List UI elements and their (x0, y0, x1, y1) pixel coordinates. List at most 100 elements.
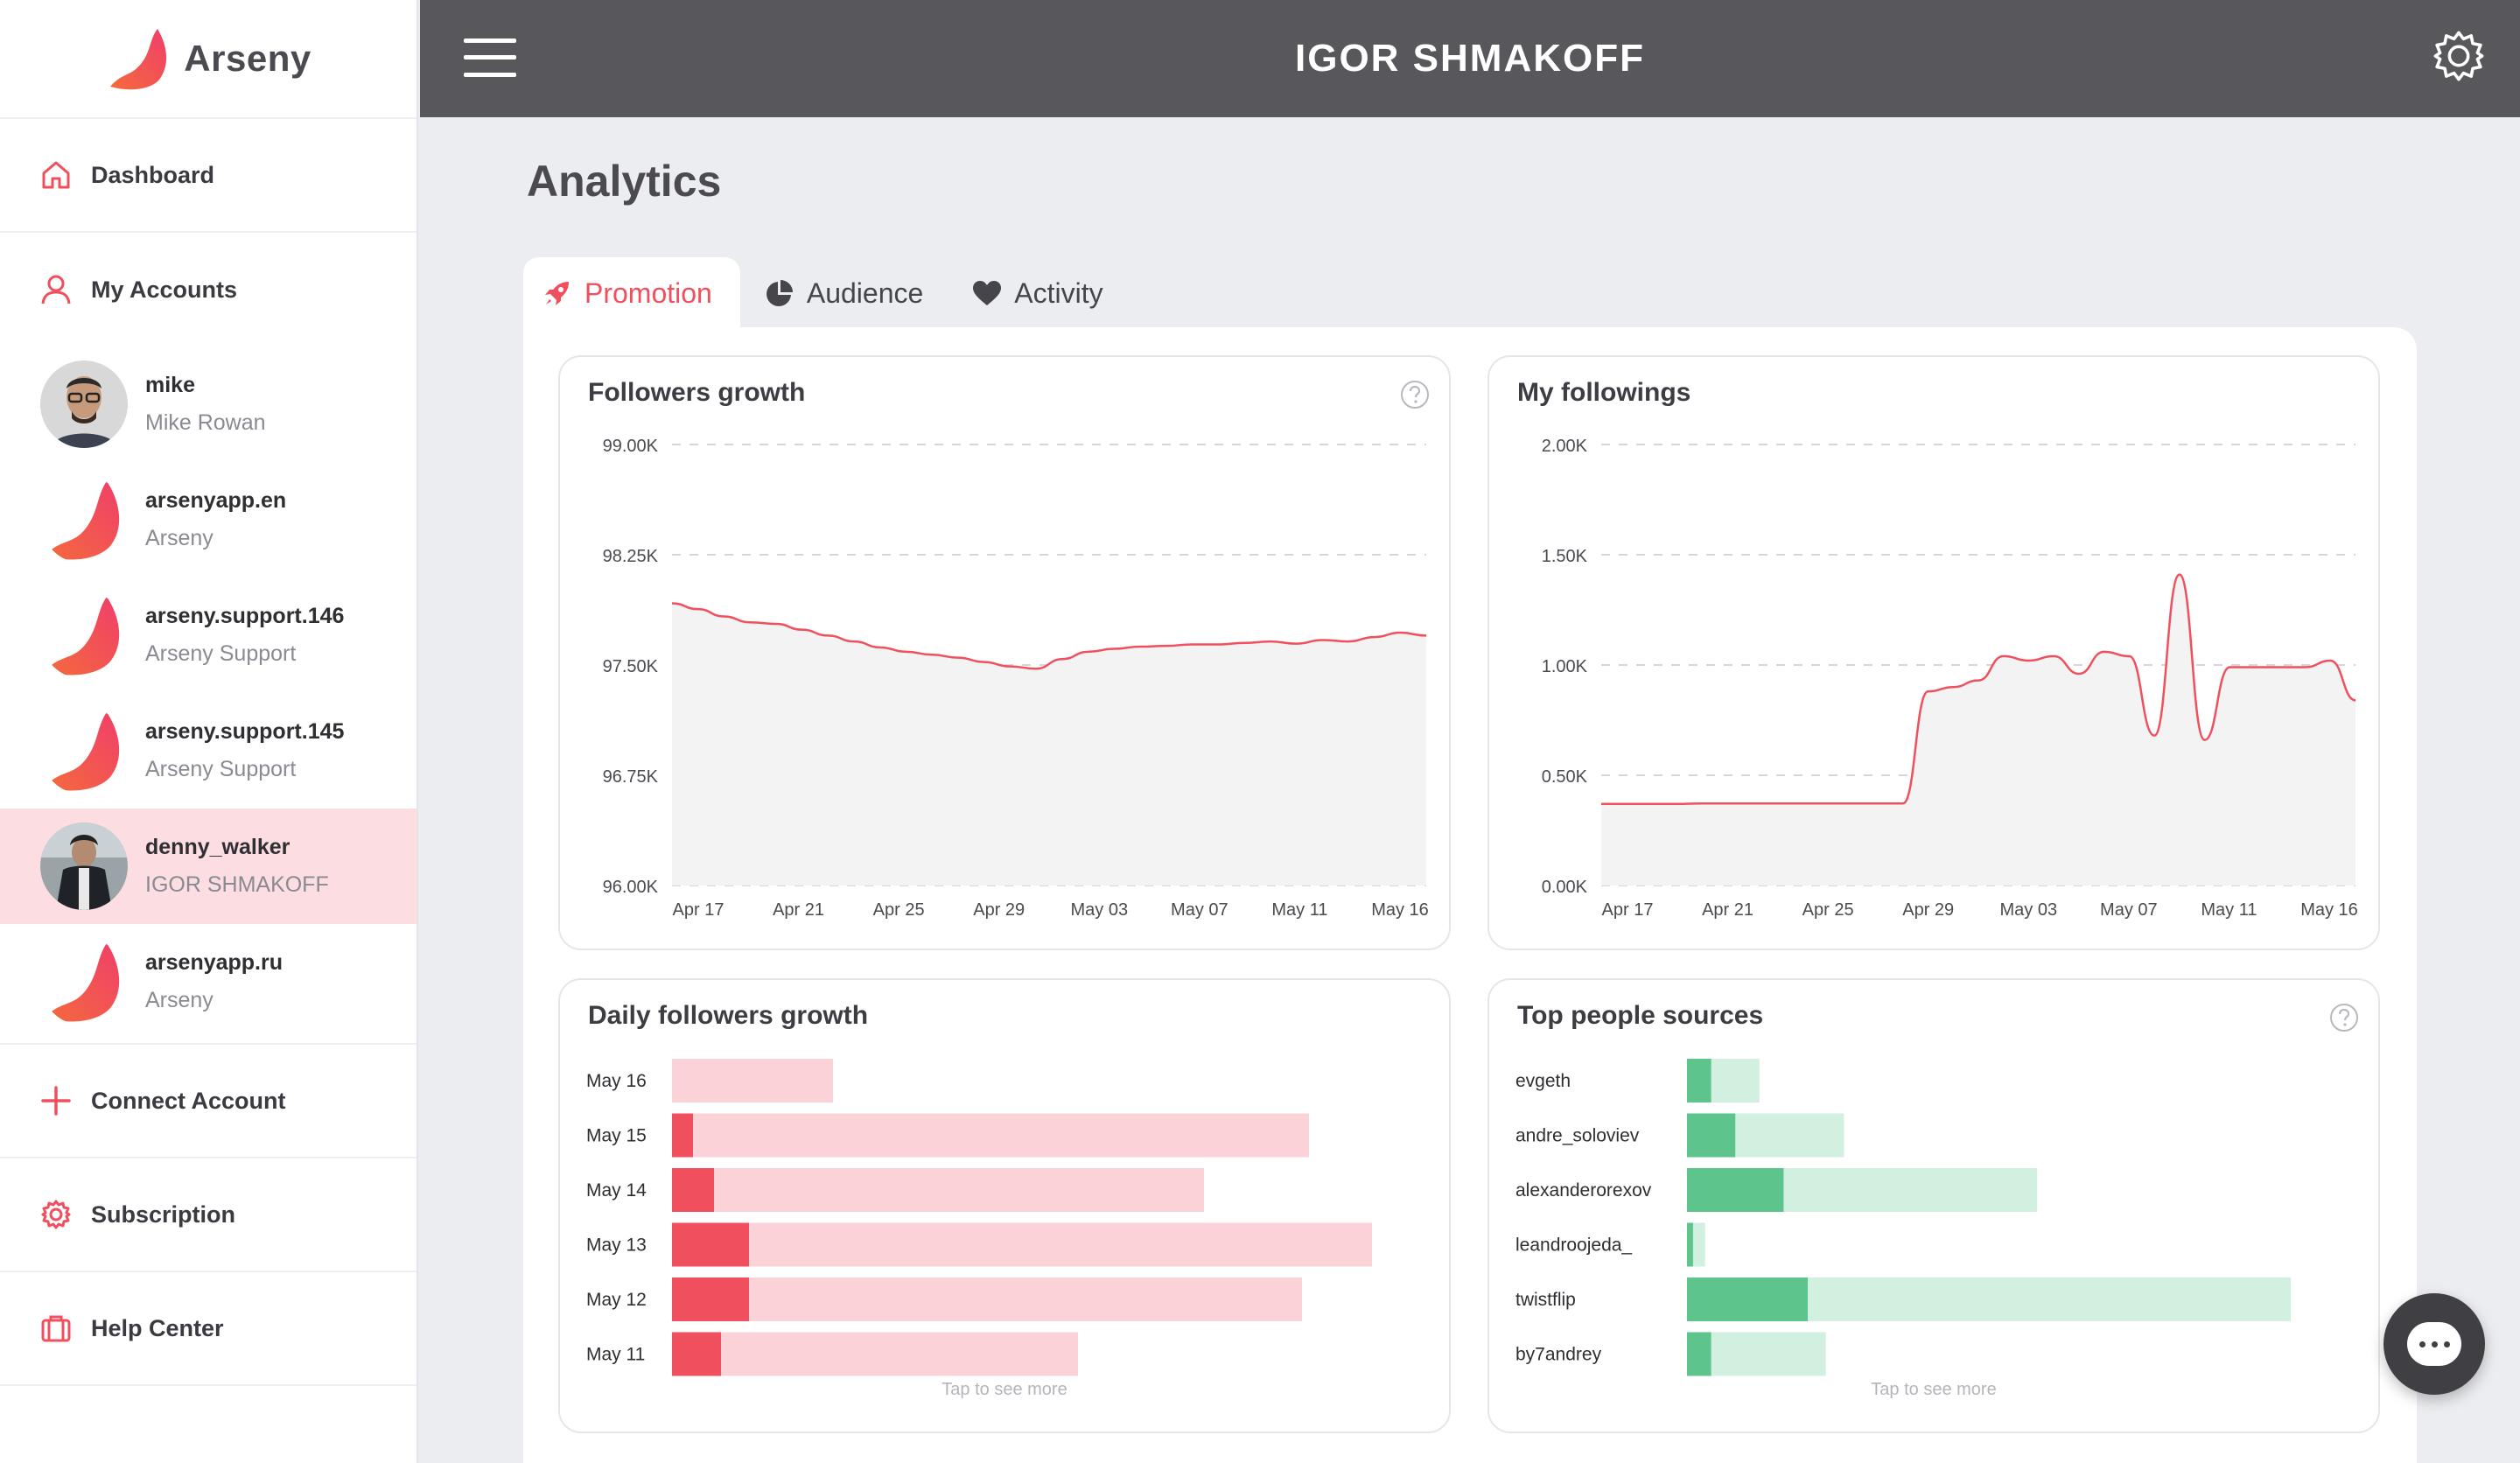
pie-chart-icon (765, 278, 794, 308)
series-line (671, 602, 1427, 670)
x-tick-label: May 07 (2100, 900, 2158, 920)
account-item[interactable]: arsenyapp.ru Arseny (0, 924, 416, 1040)
help-icon[interactable] (2329, 1003, 2359, 1032)
card-title: Top people sources (1517, 1001, 1764, 1030)
avatar (40, 592, 128, 679)
tab-audience-label: Audience (806, 276, 924, 309)
my-followings-chart: 0.00K 0.50K 1.00K 1.50K 2.00K Apr 17 Apr 21 Apr… (1542, 437, 2358, 920)
x-tick-label: May 07 (1171, 900, 1228, 920)
brand[interactable]: Arseny (0, 0, 416, 119)
brand-name: Arseny (184, 38, 312, 79)
nav-subscription[interactable]: Subscription (0, 1158, 416, 1272)
avatar (40, 822, 128, 910)
my-followings-card: My followings 0.00K 0.50K 1.00K 1.50K 2.00K A… (1488, 355, 2380, 950)
bar-label: leandroojeda_ (1516, 1236, 1632, 1256)
bar-label: May 13 (586, 1236, 647, 1256)
account-name: arsenyapp.en (145, 488, 287, 513)
account-name: arsenyapp.ru (145, 950, 284, 975)
nav-my-accounts-label: My Accounts (91, 276, 238, 303)
chat-button[interactable] (2384, 1293, 2485, 1395)
account-subtitle: IGOR SHMAKOFF (145, 872, 329, 897)
bar-label: evgeth (1516, 1071, 1571, 1091)
tab-bar: Promotion Audience Activity (523, 257, 1128, 329)
x-tick-label: Apr 17 (673, 900, 724, 920)
account-name: arseny.support.146 (145, 604, 345, 628)
avatar (40, 938, 128, 1026)
help-icon[interactable] (1400, 380, 1430, 410)
bar-highlight (1687, 1332, 1712, 1376)
account-subtitle: Arseny (145, 988, 214, 1012)
account-subtitle: Mike Rowan (145, 410, 266, 435)
bar-label: May 11 (586, 1345, 645, 1365)
nav-connect-account[interactable]: Connect Account (0, 1045, 416, 1158)
y-tick-label: 0.00K (1542, 878, 1588, 897)
x-tick-label: Apr 21 (773, 900, 824, 920)
bar-highlight (1687, 1113, 1736, 1158)
tab-promotion[interactable]: Promotion (523, 257, 740, 329)
nav-dashboard[interactable]: Dashboard (0, 119, 416, 233)
x-tick-label: Apr 25 (1802, 900, 1854, 920)
bar-label: May 16 (586, 1071, 647, 1091)
nav-help-center-label: Help Center (91, 1314, 224, 1341)
topbar-title: IGOR SHMAKOFF (1295, 37, 1645, 80)
arseny-logo-icon (46, 712, 120, 791)
promotion-panel: Followers growth 96.00K 96.75K 97.50K 98.25… (523, 327, 2417, 1463)
bar-total (672, 1278, 1302, 1321)
plus-icon (40, 1085, 72, 1116)
tab-activity[interactable]: Activity (948, 257, 1127, 329)
bar-highlight (1687, 1222, 1693, 1267)
daily-followers-growth-card: Daily followers growth May 16 May 15 May 1… (558, 978, 1451, 1433)
avatar (40, 360, 128, 448)
y-tick-label: 99.00K (603, 437, 659, 456)
account-item-active[interactable]: denny_walker IGOR SHMAKOFF (0, 808, 416, 924)
account-item[interactable]: arsenyapp.en Arseny (0, 462, 416, 578)
avatar (40, 707, 128, 794)
arseny-logo-icon (46, 943, 120, 1022)
area-fill (1601, 574, 2356, 886)
user-icon (40, 274, 72, 305)
tab-promotion-label: Promotion (584, 276, 712, 309)
bar-label: May 14 (586, 1180, 647, 1200)
tap-to-see-more-link[interactable]: Tap to see more (1871, 1380, 1997, 1399)
gear-icon (40, 1199, 72, 1230)
x-tick-label: Apr 17 (1602, 900, 1654, 920)
rocket-icon (542, 278, 572, 308)
bar-highlight (672, 1278, 749, 1321)
bar-total (672, 1168, 1204, 1212)
nav-dashboard-label: Dashboard (91, 161, 215, 188)
x-tick-label: Apr 25 (873, 900, 925, 920)
y-tick-label: 1.50K (1542, 547, 1588, 566)
tab-activity-label: Activity (1014, 276, 1103, 309)
x-tick-label: Apr 29 (973, 900, 1025, 920)
bar-label: twistflip (1516, 1290, 1576, 1310)
briefcase-icon (40, 1313, 72, 1343)
nav-subscription-label: Subscription (91, 1200, 236, 1228)
y-tick-label: 2.00K (1542, 437, 1588, 456)
series-line (1600, 573, 2356, 806)
y-tick-label: 96.00K (603, 878, 659, 897)
bar-label: May 12 (586, 1290, 647, 1310)
account-item[interactable]: arseny.support.145 Arseny Support (0, 693, 416, 808)
account-name: arseny.support.145 (145, 719, 345, 744)
area-fill (672, 603, 1426, 886)
tab-audience[interactable]: Audience (740, 257, 948, 329)
person-photo-icon (40, 360, 128, 448)
account-item[interactable]: arseny.support.146 Arseny Support (0, 578, 416, 693)
nav-help-center[interactable]: Help Center (0, 1272, 416, 1386)
menu-icon[interactable] (464, 38, 516, 77)
home-icon (40, 160, 72, 190)
account-item[interactable]: mike Mike Rowan (0, 346, 416, 462)
y-tick-label: 97.50K (603, 657, 659, 676)
settings-gear-icon[interactable] (2431, 28, 2487, 84)
card-title: Daily followers growth (588, 1001, 869, 1030)
tap-to-see-more-link[interactable]: Tap to see more (942, 1380, 1068, 1399)
followers-growth-chart: 96.00K 96.75K 97.50K 98.25K 99.00K Apr 17 Apr … (603, 437, 1429, 920)
bar-total (672, 1332, 1078, 1376)
bar-highlight (1687, 1278, 1808, 1321)
bar-label: alexanderorexov (1516, 1180, 1652, 1200)
arseny-logo-icon (46, 481, 120, 560)
bar-highlight (672, 1332, 721, 1376)
topbar: IGOR SHMAKOFF (420, 0, 2520, 117)
x-tick-label: Apr 29 (1902, 900, 1954, 920)
nav-my-accounts[interactable]: My Accounts (0, 233, 416, 346)
